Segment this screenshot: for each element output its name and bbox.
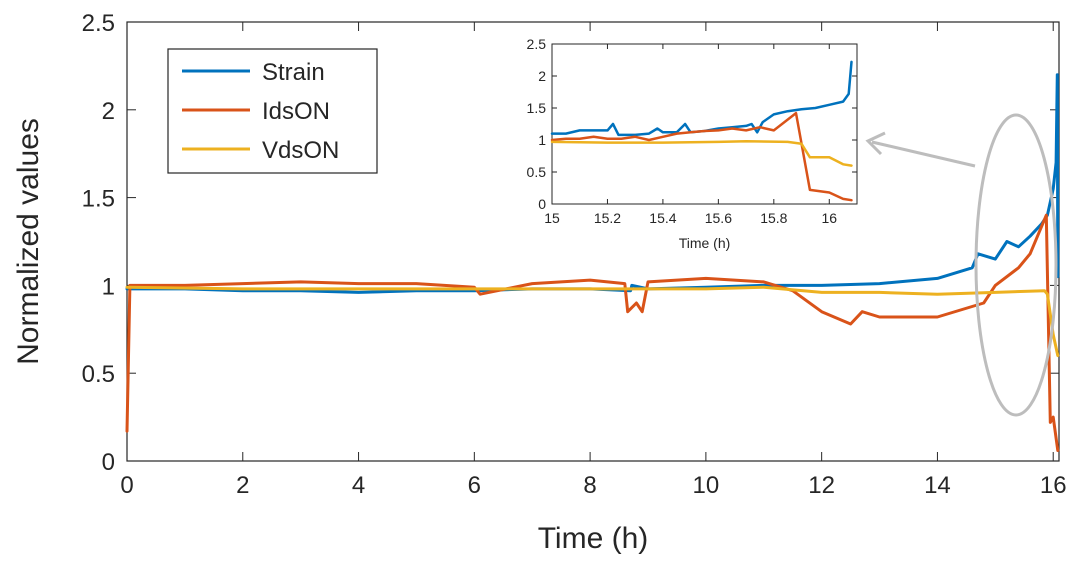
inset-plot-frame — [551, 43, 858, 205]
inset-y-tick-label: 2 — [538, 68, 546, 84]
main-x-tick-label: 6 — [468, 472, 481, 499]
inset-y-tick-label: 0 — [538, 196, 546, 212]
inset-y-tick-label: 0.5 — [527, 164, 547, 180]
main-series-line-idson — [125, 213, 1060, 452]
main-y-tick-label: 1 — [102, 273, 115, 300]
main-y-tick-label: 2 — [102, 98, 115, 125]
main-y-tick-label: 0 — [102, 449, 115, 476]
zoom-region-ellipse — [974, 113, 1058, 417]
main-series-line-vdson — [125, 285, 1060, 358]
zoom-arrow-shaft — [871, 140, 976, 168]
legend-label-vdson: VdsON — [262, 137, 339, 164]
main-x-tick-label: 12 — [808, 472, 835, 499]
inset-series-line-series-1 — [550, 111, 853, 202]
main-x-tick-label: 10 — [693, 472, 720, 499]
inset-series-line-series-2 — [550, 140, 853, 167]
main-y-tick-label: 2.5 — [82, 10, 115, 37]
main-x-tick-label: 4 — [352, 472, 365, 499]
inset-x-tick-label: 15.2 — [594, 210, 621, 226]
inset-x-axis-label: Time (h) — [679, 235, 731, 251]
inset-x-tick-label: 15 — [544, 210, 560, 226]
inset-y-tick-label: 2.5 — [527, 36, 547, 52]
main-x-tick-label: 0 — [120, 472, 133, 499]
inset-x-tick-label: 16 — [821, 210, 837, 226]
main-x-tick-label: 2 — [236, 472, 249, 499]
main-y-axis-label: Normalized values — [12, 118, 45, 365]
legend-label-strain: Strain — [262, 59, 325, 86]
inset-x-tick-label: 15.8 — [760, 210, 787, 226]
main-x-tick-label: 8 — [583, 472, 596, 499]
inset-y-tick-label: 1.5 — [527, 100, 547, 116]
inset-x-tick-label: 15.4 — [649, 210, 676, 226]
inset-x-tick-label: 15.6 — [705, 210, 732, 226]
main-x-axis-label: Time (h) — [538, 522, 649, 555]
main-x-tick-label: 16 — [1040, 472, 1067, 499]
inset-y-tick-label: 1 — [538, 132, 546, 148]
main-y-tick-label: 0.5 — [82, 361, 115, 388]
main-y-tick-label: 1.5 — [82, 186, 115, 213]
main-x-tick-label: 14 — [924, 472, 951, 499]
zoom-arrow-head — [865, 131, 886, 156]
legend-label-idson: IdsON — [262, 98, 330, 125]
